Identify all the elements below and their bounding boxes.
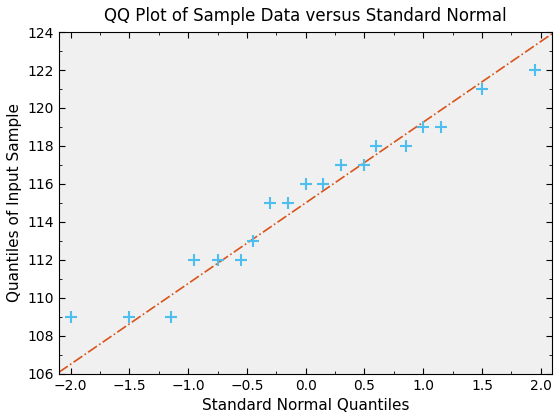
Y-axis label: Quantiles of Input Sample: Quantiles of Input Sample xyxy=(7,103,22,302)
X-axis label: Standard Normal Quantiles: Standard Normal Quantiles xyxy=(202,398,409,413)
Title: QQ Plot of Sample Data versus Standard Normal: QQ Plot of Sample Data versus Standard N… xyxy=(104,7,507,25)
